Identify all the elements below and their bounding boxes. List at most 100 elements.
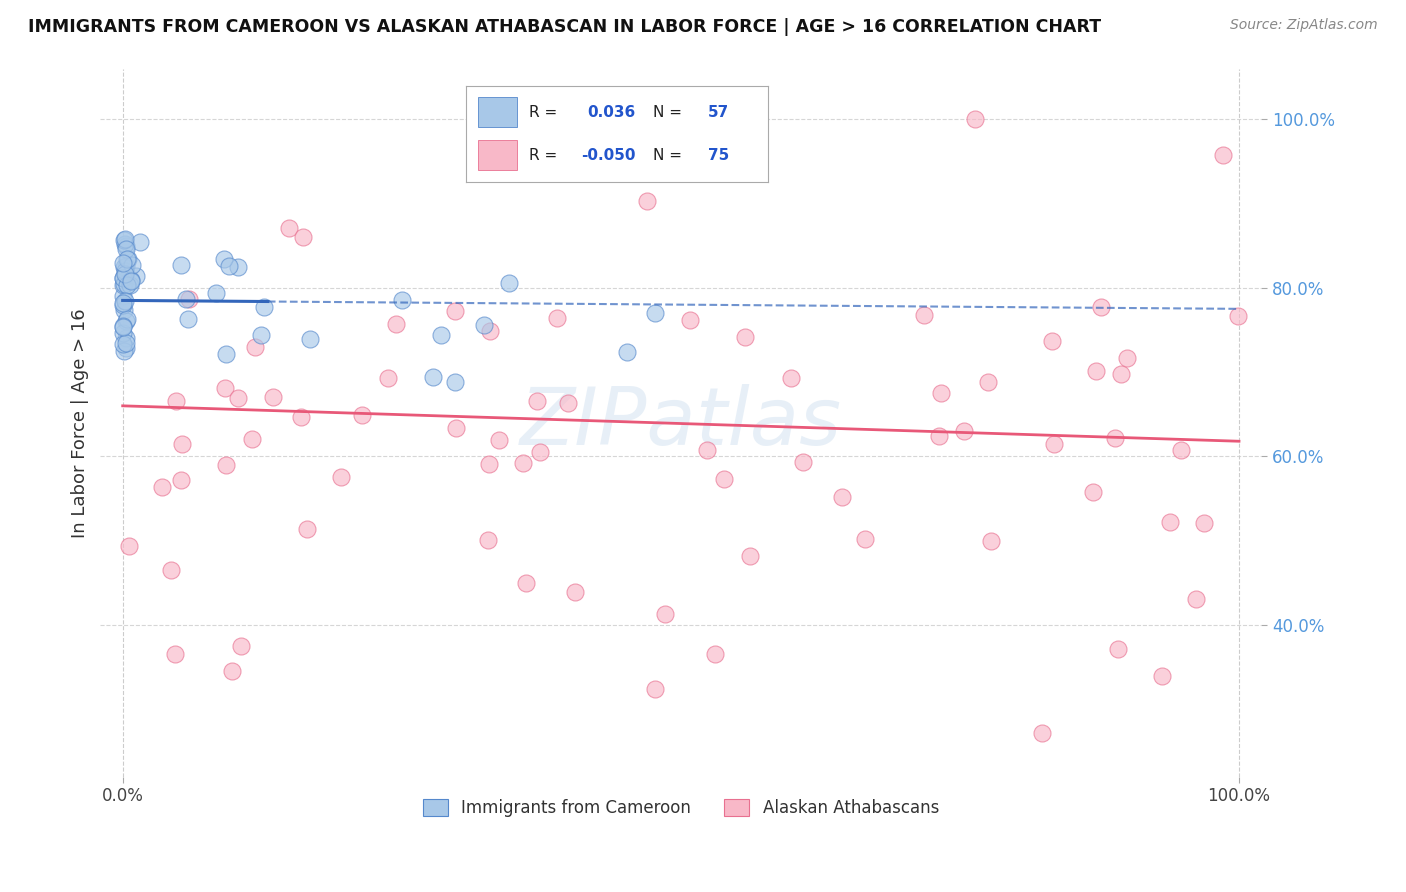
Point — [114, 268, 136, 282]
Point — [654, 607, 676, 622]
Point — [111, 326, 134, 340]
Point — [980, 534, 1002, 549]
Point — [118, 539, 141, 553]
Point — [160, 563, 183, 577]
Point — [165, 394, 187, 409]
Point — [546, 311, 568, 326]
Point — [557, 395, 579, 409]
Point — [529, 445, 551, 459]
Point — [1042, 334, 1064, 348]
Point — [111, 289, 134, 303]
Point — [477, 533, 499, 547]
Point — [1081, 485, 1104, 500]
Point — [112, 298, 135, 312]
Point — [228, 260, 250, 275]
Point — [696, 443, 718, 458]
Point — [831, 490, 853, 504]
Point — [479, 324, 502, 338]
Point — [115, 335, 138, 350]
Text: ZIPatlas: ZIPatlas — [520, 384, 842, 462]
Point — [111, 271, 134, 285]
Point — [177, 311, 200, 326]
Point — [124, 268, 146, 283]
Point — [129, 235, 152, 250]
Point — [115, 314, 138, 328]
Point — [120, 274, 142, 288]
Point — [215, 458, 238, 473]
Point — [963, 112, 986, 126]
Point — [262, 390, 284, 404]
Point — [444, 304, 467, 318]
Point — [112, 303, 135, 318]
Point — [240, 432, 263, 446]
Point — [679, 312, 702, 326]
Point — [115, 277, 138, 292]
Point — [115, 243, 138, 257]
Point — [174, 292, 197, 306]
Point — [278, 220, 301, 235]
Point — [214, 381, 236, 395]
Point — [253, 300, 276, 314]
Point — [734, 330, 756, 344]
Point — [330, 470, 353, 484]
Point — [114, 260, 136, 275]
Point — [112, 295, 135, 310]
Point — [114, 264, 136, 278]
Point — [212, 252, 235, 267]
Point — [1185, 592, 1208, 607]
Point — [114, 293, 136, 308]
Point — [226, 391, 249, 405]
Point — [114, 231, 136, 245]
Point — [564, 584, 586, 599]
Point — [738, 549, 761, 564]
Point — [115, 260, 138, 274]
Point — [114, 236, 136, 251]
Point — [443, 375, 465, 389]
Point — [1085, 364, 1108, 378]
Point — [111, 255, 134, 269]
Point — [644, 306, 666, 320]
Point — [111, 270, 134, 285]
Point — [250, 328, 273, 343]
Point — [912, 309, 935, 323]
Point — [1227, 309, 1250, 323]
Point — [121, 259, 143, 273]
Point — [298, 332, 321, 346]
Point — [165, 647, 187, 661]
Point — [1150, 669, 1173, 683]
Point — [221, 664, 243, 678]
Text: IMMIGRANTS FROM CAMEROON VS ALASKAN ATHABASCAN IN LABOR FORCE | AGE > 16 CORRELA: IMMIGRANTS FROM CAMEROON VS ALASKAN ATHA… — [28, 18, 1101, 36]
Point — [713, 472, 735, 486]
Point — [391, 293, 413, 307]
Point — [291, 230, 314, 244]
Point — [112, 277, 135, 292]
Point — [118, 278, 141, 293]
Point — [515, 576, 537, 591]
Point — [115, 341, 138, 355]
Point — [112, 343, 135, 358]
Point — [214, 346, 236, 360]
Point — [1031, 726, 1053, 740]
Y-axis label: In Labor Force | Age > 16: In Labor Force | Age > 16 — [72, 308, 89, 538]
Point — [150, 480, 173, 494]
Point — [422, 370, 444, 384]
Point — [1104, 431, 1126, 445]
Point — [1043, 436, 1066, 450]
Point — [179, 293, 201, 307]
Point — [112, 277, 135, 291]
Point — [430, 327, 453, 342]
Point — [385, 317, 408, 331]
Point — [115, 312, 138, 326]
Point — [488, 433, 510, 447]
Point — [526, 393, 548, 408]
Point — [616, 345, 638, 359]
Point — [117, 252, 139, 266]
Point — [243, 340, 266, 354]
Point — [295, 523, 318, 537]
Point — [115, 239, 138, 253]
Point — [498, 277, 520, 291]
Point — [1090, 301, 1112, 315]
Point — [204, 285, 226, 300]
Point — [636, 194, 658, 208]
Point — [377, 371, 399, 385]
